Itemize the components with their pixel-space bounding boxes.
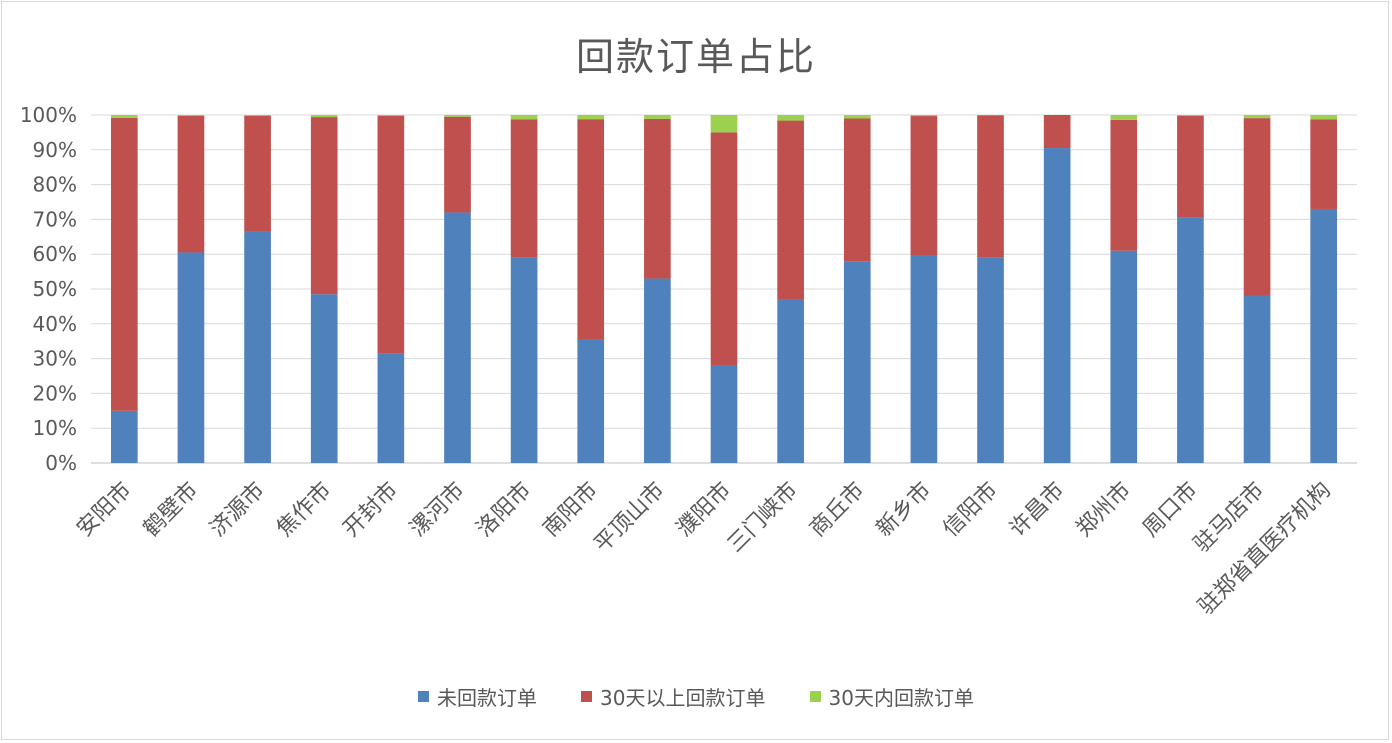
x-tick-label: 安阳市: [72, 478, 136, 542]
bar-segment: [777, 299, 804, 463]
x-tick-label: 焦作市: [272, 478, 336, 542]
y-tick-label: 20%: [33, 381, 77, 405]
bar-segment: [577, 339, 605, 463]
bar-segment: [177, 252, 205, 463]
bar-segment: [1043, 148, 1071, 463]
y-tick-label: 0%: [45, 451, 77, 475]
legend-label: 30天内回款订单: [828, 686, 974, 710]
y-tick-label: 90%: [33, 138, 77, 162]
bar-segment: [644, 118, 671, 279]
bar-segment: [510, 115, 538, 120]
x-tick-label: 三门峡市: [723, 478, 803, 558]
legend-item: 30天内回款订单: [809, 682, 974, 711]
bar-segment: [910, 115, 938, 117]
bar-segment: [510, 119, 538, 258]
bar-segment: [977, 257, 1004, 463]
bar-segment: [843, 115, 871, 119]
bar-segment: [977, 115, 1004, 258]
x-tick-label: 平顶山市: [590, 478, 670, 558]
bar-segment: [1177, 115, 1204, 116]
y-tick-label: 10%: [33, 416, 77, 440]
bar-segment: [1043, 115, 1071, 149]
bar-segment: [710, 132, 738, 366]
bar-segment: [110, 410, 138, 463]
legend-swatch: [581, 691, 593, 702]
y-tick-label: 40%: [33, 312, 77, 336]
bar-segment: [1310, 115, 1338, 120]
chart-legend: 未回款订单 30天以上回款订单 30天内回款订单: [0, 682, 1392, 711]
x-tick-label: 商丘市: [805, 478, 869, 542]
bar-segment: [910, 116, 938, 256]
bar-segment: [444, 115, 471, 117]
bar-segment: [377, 115, 405, 116]
chart-title: 回款订单占比: [575, 35, 816, 79]
x-tick-label: 洛阳市: [472, 478, 536, 542]
bar-segment: [710, 365, 738, 463]
x-tick-label: 漯河市: [405, 478, 469, 542]
bar-segment: [310, 115, 338, 118]
bar-segment: [1110, 119, 1138, 251]
bar-segment: [244, 231, 271, 463]
bar-segment: [1110, 250, 1138, 463]
bar-segment: [244, 115, 271, 116]
bar-segment: [1310, 119, 1338, 209]
x-tick-label: 郑州市: [1072, 478, 1136, 542]
y-tick-label: 30%: [33, 347, 77, 371]
legend-label: 30天以上回款订单: [600, 686, 766, 710]
bar-segment: [1310, 208, 1338, 463]
legend-item: 未回款订单: [418, 682, 537, 711]
bar-segment: [577, 119, 605, 340]
bar-segment: [1177, 115, 1204, 218]
y-tick-label: 100%: [20, 103, 77, 127]
x-tick-label: 鹤壁市: [139, 478, 203, 542]
bar-segment: [177, 115, 205, 253]
bar-segment: [777, 120, 804, 300]
bar-segment: [710, 115, 738, 133]
x-tick-label: 新乡市: [872, 478, 936, 542]
x-tick-label: 开封市: [339, 478, 403, 542]
bar-segment: [110, 117, 138, 411]
bar-segment: [577, 115, 605, 120]
legend-swatch: [418, 691, 430, 702]
bar-segment: [310, 117, 338, 295]
bar-segment: [177, 115, 205, 116]
y-tick-label: 60%: [33, 242, 77, 266]
bar-segment: [843, 118, 871, 262]
bar-segment: [1243, 295, 1271, 463]
bar-segment: [1243, 115, 1271, 119]
bar-segment: [777, 115, 804, 121]
bar-segment: [644, 115, 671, 119]
bar-segment: [1177, 217, 1204, 463]
bar-segment: [310, 294, 338, 463]
bar-segment: [644, 278, 671, 463]
bar-segment: [1243, 118, 1271, 296]
x-tick-label: 许昌市: [1005, 478, 1069, 542]
x-tick-label: 南阳市: [539, 478, 603, 542]
y-tick-label: 50%: [33, 277, 77, 301]
x-tick-label: 济源市: [205, 478, 269, 542]
bar-segment: [910, 255, 938, 463]
legend-swatch: [809, 691, 821, 702]
bar-segment: [444, 212, 471, 463]
y-tick-label: 80%: [33, 173, 77, 197]
bar-segment: [377, 115, 405, 354]
legend-item: 30天以上回款订单: [581, 682, 766, 711]
legend-label: 未回款订单: [437, 686, 538, 710]
bar-segment: [843, 261, 871, 463]
x-tick-label: 周口市: [1138, 478, 1202, 542]
bar-segment: [444, 116, 471, 213]
bar-segment: [244, 115, 271, 232]
x-tick-label: 信阳市: [938, 478, 1002, 542]
y-tick-label: 70%: [33, 207, 77, 231]
bar-segment: [1110, 115, 1138, 120]
x-tick-label: 濮阳市: [672, 478, 736, 542]
bar-segment: [510, 257, 538, 463]
bar-segment: [377, 353, 405, 463]
bar-segment: [110, 115, 138, 118]
